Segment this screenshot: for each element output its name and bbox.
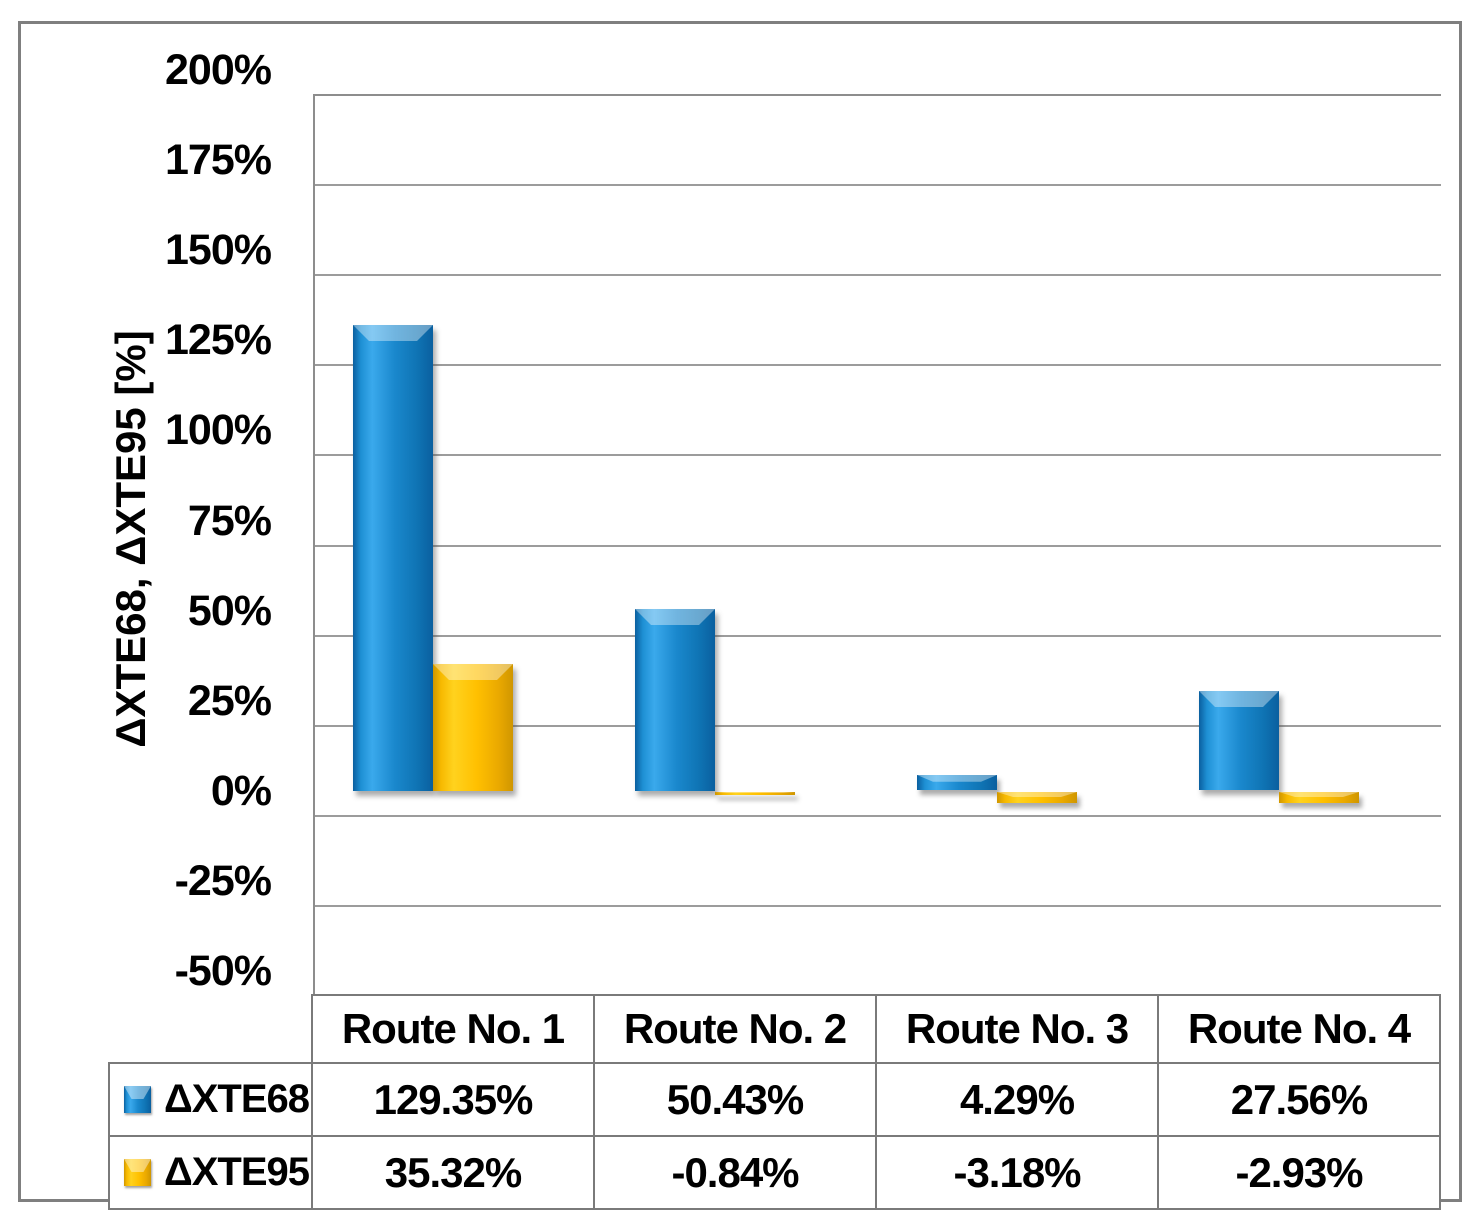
y-tick-label--50%: -50% (174, 947, 272, 995)
y-tick-label-75%: 75% (187, 497, 272, 545)
bar-ΔXTE68-route-no-1 (353, 325, 433, 791)
y-tick-label--25%: -25% (174, 857, 272, 905)
table-value-ΔXTE95-col1: 35.32% (311, 1137, 593, 1208)
legend-swatch-ΔXTE68 (124, 1086, 151, 1113)
gridline-0% (315, 815, 1441, 817)
table-value-ΔXTE68-col3: 4.29% (875, 1064, 1157, 1135)
table-value-ΔXTE95-col2: -0.84% (593, 1137, 875, 1208)
legend-swatch-ΔXTE95 (124, 1159, 151, 1186)
legend-cell-ΔXTE68: ΔXTE68 (110, 1064, 311, 1135)
bar-ΔXTE68-route-no-4 (1199, 691, 1279, 790)
y-tick-label-100%: 100% (165, 406, 272, 454)
gridline-25% (315, 725, 1441, 727)
table-header-cell-route-no-4: Route No. 4 (1157, 996, 1439, 1062)
data-table-header-row: Route No. 1 Route No. 2 Route No. 3 Route N… (311, 994, 1441, 1062)
gridline-125% (315, 364, 1441, 366)
y-tick-label-175%: 175% (165, 136, 272, 184)
table-value-ΔXTE95-col3: -3.18% (875, 1137, 1157, 1208)
bar-ΔXTE95-route-no-4 (1279, 792, 1359, 803)
chart-outer-frame: ΔXTE68, ΔXTE95 [%] 200% 175% 150% 125% 100% 7… (18, 21, 1462, 1210)
bar-ΔXTE95-route-no-3 (997, 792, 1077, 803)
data-table-body: ΔXTE68 129.35% 50.43% 4.29% 27.56% ΔXTE95 35.3… (108, 1062, 1441, 1210)
table-header-cell-route-no-1: Route No. 1 (341, 1005, 565, 1052)
gridline--25% (315, 905, 1441, 907)
legend-label-ΔXTE68: ΔXTE68 (164, 1077, 310, 1121)
table-value-ΔXTE68-col2: 50.43% (593, 1064, 875, 1135)
y-tick-label-50%: 50% (187, 587, 272, 635)
table-row-ΔXTE68: ΔXTE68 129.35% 50.43% 4.29% 27.56% (110, 1064, 1439, 1135)
legend-cell-ΔXTE95: ΔXTE95 (110, 1137, 311, 1208)
bar-ΔXTE95-route-no-2 (715, 792, 795, 795)
table-row-ΔXTE95: ΔXTE95 35.32% -0.84% -3.18% -2.93% (110, 1135, 1439, 1208)
bar-ΔXTE68-route-no-3 (917, 775, 997, 790)
y-tick-label-125%: 125% (165, 316, 272, 364)
bar-ΔXTE95-route-no-1 (433, 664, 513, 791)
gridline-175% (315, 184, 1441, 186)
table-header-cell-route-no-3: Route No. 3 (875, 996, 1157, 1062)
y-tick-label-25%: 25% (187, 677, 272, 725)
table-value-ΔXTE68-col4: 27.56% (1157, 1064, 1439, 1135)
y-tick-label-0%: 0% (210, 767, 272, 815)
table-header-cell-route-no-2: Route No. 2 (593, 996, 875, 1062)
gridline-100% (315, 454, 1441, 456)
bar-ΔXTE68-route-no-2 (635, 609, 715, 791)
legend-label-ΔXTE95: ΔXTE95 (164, 1150, 310, 1194)
y-tick-label-200%: 200% (165, 46, 272, 94)
gridline-50% (315, 635, 1441, 637)
plot-area (313, 94, 1441, 995)
table-value-ΔXTE95-col4: -2.93% (1157, 1137, 1439, 1208)
gridline-150% (315, 274, 1441, 276)
y-tick-label-150%: 150% (165, 226, 272, 274)
gridline-75% (315, 545, 1441, 547)
table-value-ΔXTE68-col1: 129.35% (311, 1064, 593, 1135)
